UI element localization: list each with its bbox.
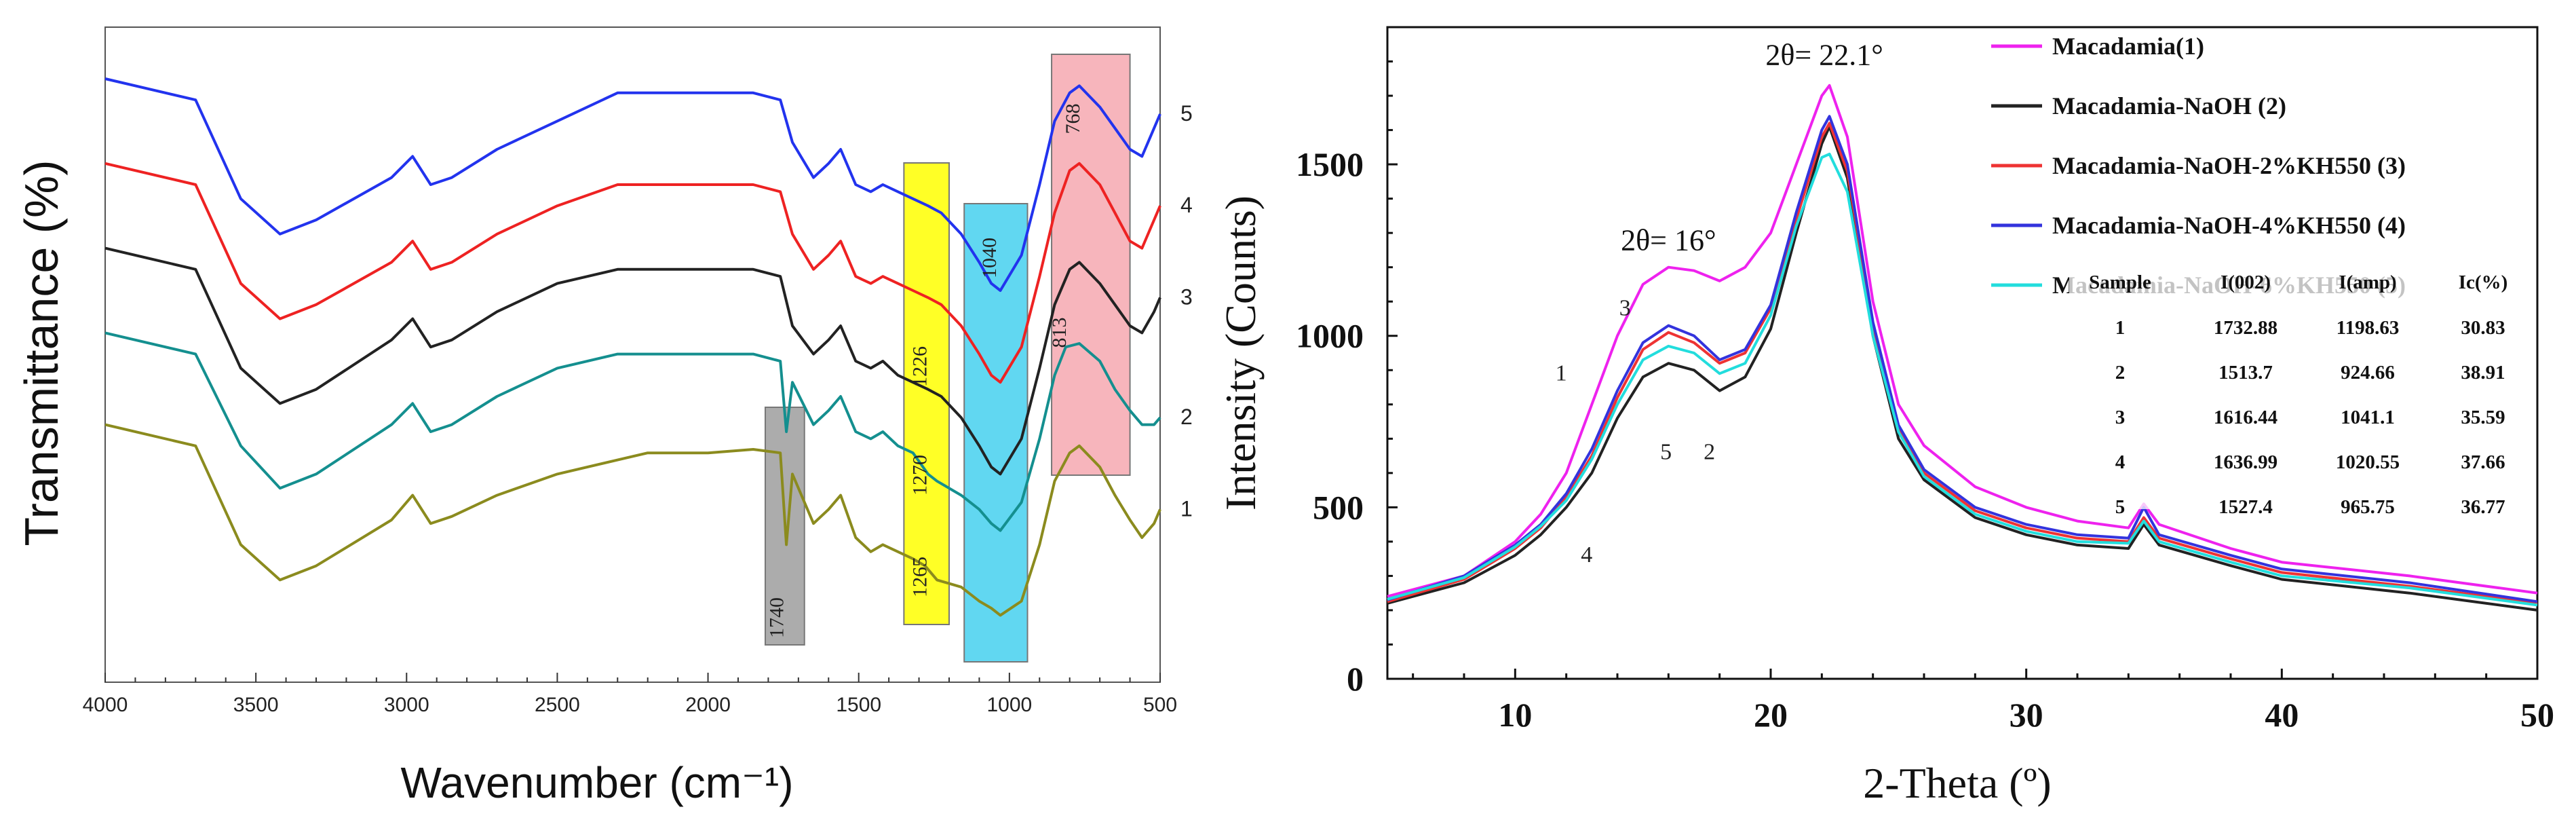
xrd-legend-entry: Macadamia-NaOH-4%KH550 (4) [2052, 212, 2406, 239]
ftir-band-1270 [903, 162, 950, 625]
xrd-table-cell: 1636.99 [2214, 451, 2277, 473]
ftir-band-labels: 1740 1270 1265 1226 1040 768 813 [766, 104, 1084, 639]
ftir-band-label-1265: 1265 [909, 557, 931, 597]
xrd-table-cell: 965.75 [2341, 496, 2395, 518]
ftir-x-tick-label: 500 [1143, 694, 1177, 716]
xrd-table-background [2069, 258, 2531, 509]
xrd-legend-entry: Macadamia-NaOH-2%KH550 (3) [2052, 152, 2406, 179]
xrd-table-cell: 1732.88 [2214, 317, 2277, 339]
xrd-x-tick-label: 50 [2520, 696, 2554, 734]
xrd-curve-label: 3 [1619, 295, 1631, 320]
ftir-band-highlights [764, 54, 1131, 663]
xrd-table-cell: 38.91 [2461, 362, 2505, 384]
ftir-x-axis-label: Wavenumber (cm⁻¹) [400, 758, 793, 807]
ftir-band-label-768: 768 [1062, 104, 1084, 134]
xrd-curve-label: 1 [1556, 360, 1567, 386]
ftir-series-1 [104, 423, 1161, 617]
ftir-band-label-1040: 1040 [978, 238, 1001, 278]
xrd-table-cell: 4 [2115, 451, 2126, 473]
xrd-crystallinity-table: Sample I(002) I(amp) Ic(%) 1 1732.88 1198.63 30… [2069, 258, 2531, 518]
ftir-y-axis-label: Transmittance (%) [15, 160, 68, 546]
ftir-panel: 4000 3500 3000 2500 2000 1500 1000 500 1740 1270… [15, 26, 1193, 807]
xrd-peak-annotation: 2θ= 16° [1621, 223, 1716, 257]
xrd-table-cell: 1 [2115, 317, 2126, 339]
xrd-table-header: I(002) [2221, 272, 2271, 293]
xrd-table-cell: 35.59 [2461, 407, 2505, 428]
xrd-curve-labels: 1 3 5 2 4 [1556, 295, 1715, 567]
xrd-table-cell: 1198.63 [2337, 317, 2400, 339]
xrd-plot-frame [1386, 26, 2539, 680]
xrd-y-tick-label: 1000 [1296, 317, 1364, 355]
xrd-table-cell: 1513.7 [2218, 362, 2273, 384]
ftir-band-label-1270: 1270 [909, 455, 931, 496]
xrd-curve-label: 4 [1581, 542, 1592, 567]
xrd-curve-label: 2 [1704, 440, 1715, 465]
xrd-x-tick-label: 10 [1498, 696, 1532, 734]
ftir-series-label-1: 1 [1180, 496, 1193, 521]
xrd-table-cell: 37.66 [2461, 451, 2505, 473]
ftir-series-group [104, 77, 1161, 617]
xrd-table-cell: 1616.44 [2214, 407, 2277, 428]
xrd-table-cell: 924.66 [2341, 362, 2395, 384]
ftir-series-label-4: 4 [1180, 193, 1193, 217]
ftir-series-label-2: 2 [1180, 405, 1193, 429]
ftir-x-axis-ticks: 4000 3500 3000 2500 2000 1500 1000 500 [83, 673, 1177, 716]
ftir-band-label-1740: 1740 [766, 597, 788, 638]
ftir-series-4 [104, 162, 1161, 384]
xrd-legend-entry: Macadamia-NaOH (2) [2052, 92, 2286, 119]
xrd-peak-annotation: 2θ= 22.1° [1765, 39, 1883, 72]
ftir-band-1040 [963, 203, 1029, 663]
ftir-band-label-1226: 1226 [909, 346, 931, 387]
ftir-series-label-3: 3 [1180, 284, 1193, 309]
xrd-table-cell: 1041.1 [2341, 407, 2395, 428]
ftir-x-tick-label: 2000 [685, 694, 731, 716]
xrd-legend-entry: Macadamia(1) [2052, 33, 2204, 60]
ftir-band-label-813: 813 [1048, 318, 1071, 348]
xrd-table-cell: 5 [2115, 496, 2126, 518]
ftir-plot-frame [104, 26, 1161, 683]
xrd-series-line [1387, 125, 2538, 612]
ftir-series-5 [104, 77, 1161, 292]
xrd-series-line [1387, 115, 2538, 603]
xrd-peak-annotations: 2θ= 22.1° 2θ= 16° [1621, 39, 1883, 257]
xrd-y-tick-label: 0 [1347, 660, 1364, 698]
xrd-series-line [1387, 122, 2538, 605]
ftir-x-tick-label: 4000 [83, 694, 128, 716]
xrd-table-cell: 30.83 [2461, 317, 2505, 339]
xrd-y-axis-label: Intensity (Counts) [1216, 195, 1265, 510]
xrd-table-header: Ic(%) [2459, 272, 2507, 293]
ftir-x-tick-label: 1500 [836, 694, 881, 716]
xrd-x-tick-label: 20 [1754, 696, 1788, 734]
xrd-table-cell: 2 [2115, 362, 2126, 384]
xrd-table-cell: 1527.4 [2218, 496, 2273, 518]
xrd-table-header: Sample [2089, 272, 2151, 293]
xrd-curve-label: 5 [1660, 440, 1672, 465]
xrd-table-cell: 3 [2115, 407, 2126, 428]
xrd-x-axis-label: 2-Theta (º) [1863, 759, 2051, 807]
xrd-y-tick-label: 500 [1313, 488, 1364, 526]
ftir-x-tick-label: 1000 [986, 694, 1032, 716]
ftir-x-tick-label: 2500 [535, 694, 580, 716]
ftir-series-2 [104, 331, 1161, 532]
xrd-x-tick-label: 30 [2010, 696, 2043, 734]
xrd-series-group [1387, 83, 2538, 612]
ftir-x-tick-label: 3000 [384, 694, 429, 716]
ftir-series-3 [104, 246, 1161, 476]
xrd-table-cell: 36.77 [2461, 496, 2505, 518]
ftir-x-tick-label: 3500 [233, 694, 279, 716]
xrd-table-header: I(amp) [2339, 272, 2396, 293]
ftir-series-labels: 1 2 3 4 5 [1180, 101, 1193, 521]
xrd-series-line [1387, 152, 2538, 607]
xrd-y-tick-label: 1500 [1296, 145, 1364, 183]
xrd-x-tick-label: 40 [2265, 696, 2299, 734]
xrd-table-cell: 1020.55 [2336, 451, 2400, 473]
ftir-series-label-5: 5 [1180, 101, 1193, 126]
ftir-band-768 [1051, 54, 1131, 476]
